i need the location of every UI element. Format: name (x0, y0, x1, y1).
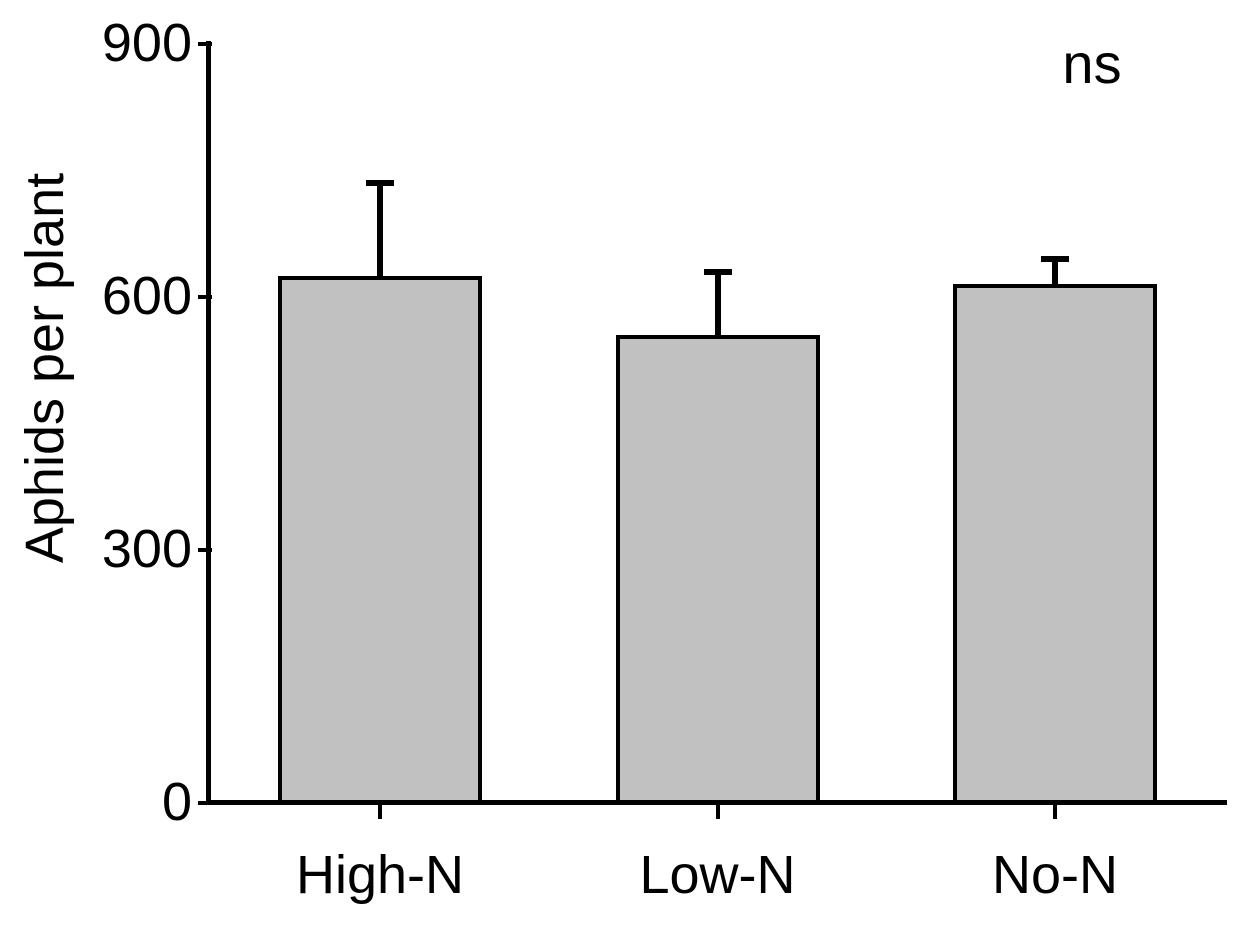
y-tick-mark (198, 42, 212, 46)
bar (278, 275, 482, 803)
error-bar-cap (1041, 256, 1069, 263)
x-axis-line (206, 800, 1227, 805)
y-tick-label: 300 (101, 519, 192, 579)
error-bar-cap (703, 268, 732, 275)
bar (615, 334, 820, 803)
y-tick-label: 0 (161, 772, 192, 832)
y-tick-mark (198, 801, 212, 805)
y-tick-mark (198, 295, 212, 299)
significance-annotation: ns (1062, 32, 1122, 95)
y-axis-line (206, 41, 211, 805)
x-tick-mark (1053, 805, 1057, 819)
bar (953, 284, 1157, 803)
y-tick-mark (198, 548, 212, 552)
y-tick-label: 900 (101, 13, 192, 73)
x-tick-mark (715, 805, 720, 819)
x-category-label: High-N (295, 845, 465, 905)
error-bar-line (714, 271, 721, 338)
error-bar-line (1052, 259, 1058, 288)
y-tick-label: 600 (101, 266, 192, 326)
x-category-label: Low-N (639, 845, 796, 905)
x-category-label: No-N (991, 845, 1118, 905)
error-bar-cap (366, 180, 394, 187)
x-tick-mark (378, 805, 382, 819)
error-bar-line (377, 183, 383, 279)
